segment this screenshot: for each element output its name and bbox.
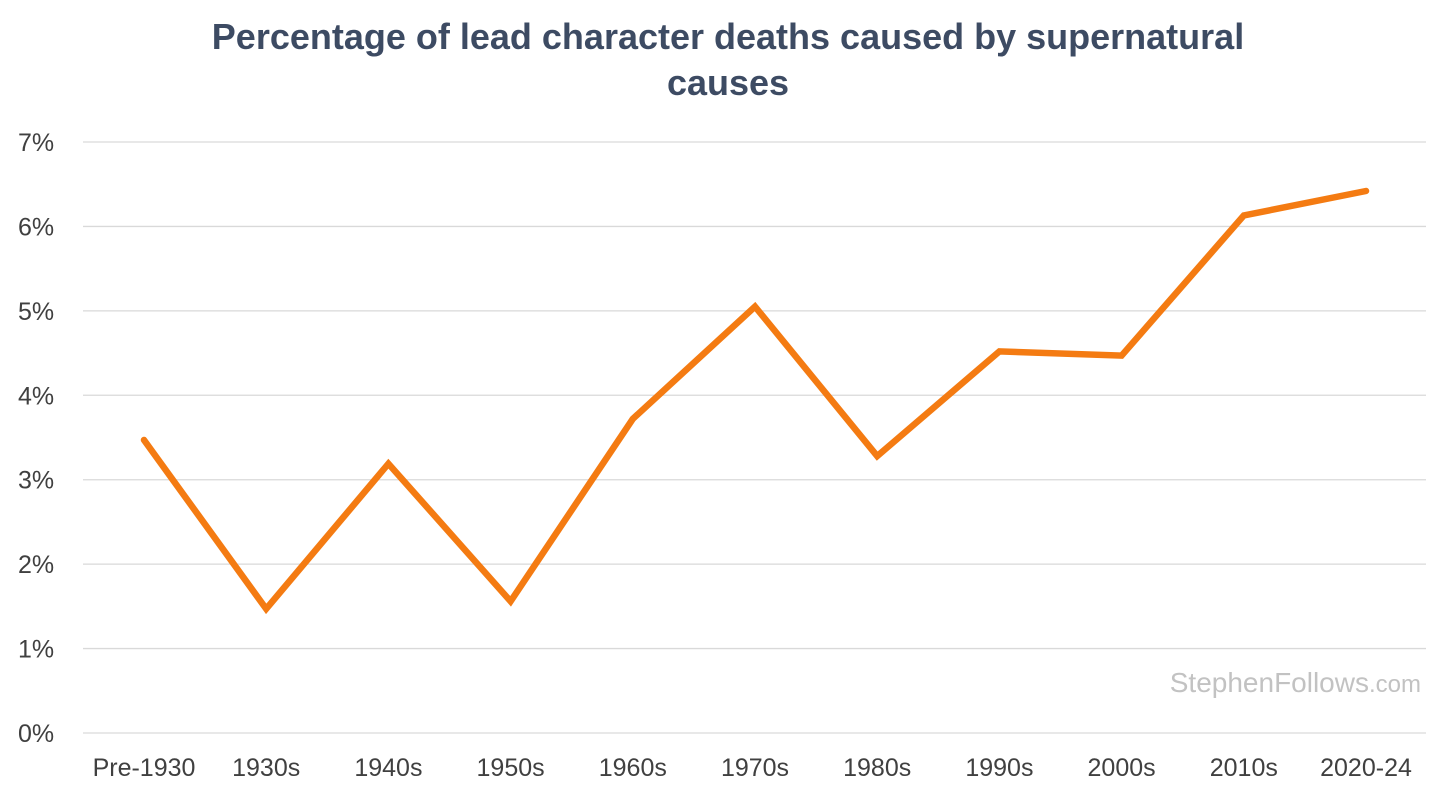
x-axis-tick-labels: Pre-1930 1930s 1940s 1950s 1960s 1970s 1980s 19… (93, 754, 1412, 782)
chart-title: Percentage of lead character deaths caus… (0, 14, 1456, 106)
y-tick-label: 3% (18, 467, 54, 495)
grid-lines (83, 141, 1426, 734)
y-tick-label: 1% (18, 636, 54, 664)
x-tick-label: 1950s (477, 754, 545, 782)
x-tick-label: 2000s (1088, 754, 1156, 782)
watermark-main: StephenFollows (1170, 667, 1369, 698)
x-tick-label: Pre-1930 (93, 754, 196, 782)
x-tick-label: 1930s (232, 754, 300, 782)
x-tick-label: 1990s (965, 754, 1033, 782)
chart-title-line-1: Percentage of lead character deaths caus… (211, 16, 1245, 57)
y-tick-label: 6% (18, 213, 54, 241)
chart-title-line-2: causes (666, 62, 790, 103)
x-tick-label: 1970s (721, 754, 789, 782)
x-tick-label: 1980s (843, 754, 911, 782)
y-tick-label: 2% (18, 551, 54, 579)
y-tick-label: 0% (18, 720, 54, 748)
watermark: StephenFollows.com (1170, 667, 1421, 698)
series-line (140, 187, 1370, 615)
y-tick-label: 5% (18, 298, 54, 326)
x-tick-label: 1940s (354, 754, 422, 782)
x-tick-label: 1960s (599, 754, 667, 782)
y-axis-tick-labels: 0% 1% 2% 3% 4% 5% 6% 7% (18, 129, 54, 748)
x-tick-label: 2020-24 (1320, 754, 1412, 782)
series-layer (140, 187, 1370, 615)
y-tick-label: 7% (18, 129, 54, 157)
y-tick-label: 4% (18, 382, 54, 410)
watermark-suffix: .com (1369, 671, 1421, 698)
x-tick-label: 2010s (1210, 754, 1278, 782)
